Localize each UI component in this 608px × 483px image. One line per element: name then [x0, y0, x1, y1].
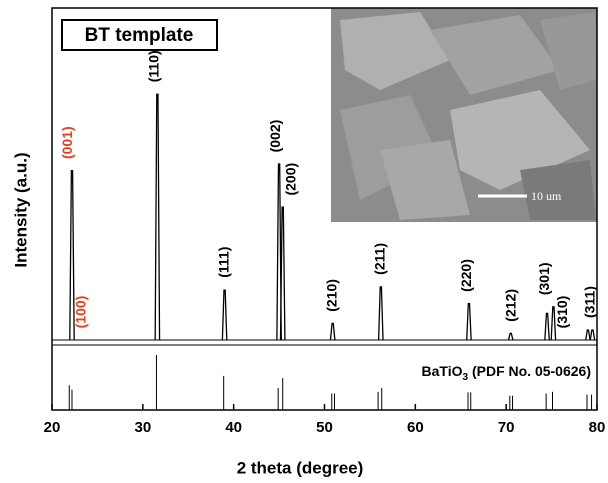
scale-bar-label: 10 um	[531, 189, 562, 203]
peak-label: (211)	[372, 243, 388, 275]
x-tick-label: 60	[407, 419, 424, 436]
diffraction-peak	[330, 323, 334, 340]
peak-label: (310)	[554, 296, 570, 329]
peak-label: (110)	[145, 50, 161, 82]
diffraction-peak	[222, 290, 226, 340]
peak-label: (200)	[283, 163, 299, 196]
reference-label-part: (PDF No. 05-0626)	[468, 363, 591, 379]
diffraction-peak	[590, 330, 594, 340]
peak-label: (111)	[215, 247, 231, 278]
diffraction-peak	[281, 207, 285, 340]
x-tick-label: 70	[498, 419, 515, 436]
x-tick-label: 40	[225, 419, 242, 436]
y-axis-label: Intensity (a.u.)	[11, 152, 30, 267]
diffraction-peak	[379, 287, 383, 340]
peak-label: (001)	[59, 126, 75, 159]
x-tick-label: 20	[44, 419, 61, 436]
x-axis-label: 2 theta (degree)	[237, 458, 364, 477]
x-tick-label: 50	[316, 419, 333, 436]
reference-label: BaTiO3 (PDF No. 05-0626)	[422, 363, 591, 383]
reference-label-part: BaTiO	[422, 363, 463, 379]
legend-text: BT template	[85, 25, 194, 46]
diffraction-peak	[155, 94, 159, 340]
chart: 10 um BT template 2 theta (degree) Inten…	[0, 0, 608, 483]
diffraction-peak	[509, 333, 513, 340]
x-tick-label: 30	[134, 419, 151, 436]
peak-label: (311)	[581, 286, 597, 318]
peak-label: (301)	[536, 262, 552, 295]
peak-label: (002)	[267, 120, 283, 153]
peak-label: (210)	[323, 279, 339, 312]
peak-label: (212)	[502, 289, 518, 322]
sem-inset: 10 um	[331, 8, 597, 222]
x-tick-label: 80	[589, 419, 606, 436]
diffraction-peak	[545, 313, 549, 340]
peak-label: (100)	[73, 296, 89, 329]
diffraction-peak	[467, 303, 471, 340]
diffraction-peak	[586, 330, 590, 340]
peak-label: (220)	[458, 259, 474, 292]
